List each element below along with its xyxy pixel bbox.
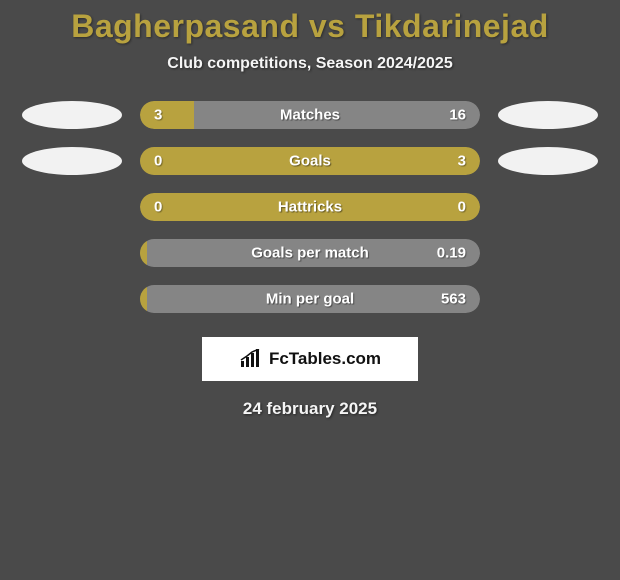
bar-left-fill xyxy=(140,101,194,129)
player-left-marker xyxy=(22,147,122,175)
right-value: 3 xyxy=(458,153,466,170)
bar-left-fill xyxy=(140,147,147,175)
player-right-marker xyxy=(498,147,598,175)
branding-text: FcTables.com xyxy=(269,349,381,369)
right-value: 16 xyxy=(449,107,466,124)
left-value: 0 xyxy=(154,153,162,170)
subtitle: Club competitions, Season 2024/2025 xyxy=(0,55,620,73)
stat-bar: 0 0 Hattricks xyxy=(140,193,480,221)
stat-bar: 0 3 Goals xyxy=(140,147,480,175)
comparison-row: 3 16 Matches xyxy=(0,101,620,129)
page-title: Bagherpasand vs Tikdarinejad xyxy=(0,8,620,45)
right-value: 563 xyxy=(441,291,466,308)
comparison-rows: 3 16 Matches 0 3 Goals 0 0 Hattricks 0.19 Goals pe… xyxy=(0,101,620,313)
stat-label: Goals xyxy=(289,153,331,170)
comparison-row: 0 3 Goals xyxy=(0,147,620,175)
stat-label: Goals per match xyxy=(251,245,369,262)
chart-icon xyxy=(239,349,263,369)
stat-label: Hattricks xyxy=(278,199,342,216)
stat-label: Matches xyxy=(280,107,340,124)
stat-bar: 0.19 Goals per match xyxy=(140,239,480,267)
stat-bar: 3 16 Matches xyxy=(140,101,480,129)
right-value: 0.19 xyxy=(437,245,466,262)
branding-box: FcTables.com xyxy=(202,337,418,381)
player-right-marker xyxy=(498,101,598,129)
comparison-infographic: Bagherpasand vs Tikdarinejad Club compet… xyxy=(0,0,620,419)
stat-bar: 563 Min per goal xyxy=(140,285,480,313)
stat-label: Min per goal xyxy=(266,291,354,308)
left-value: 3 xyxy=(154,107,162,124)
right-value: 0 xyxy=(458,199,466,216)
comparison-row: 0 0 Hattricks xyxy=(0,193,620,221)
comparison-row: 563 Min per goal xyxy=(0,285,620,313)
player-left-marker xyxy=(22,101,122,129)
left-value: 0 xyxy=(154,199,162,216)
date-text: 24 february 2025 xyxy=(0,399,620,419)
bar-left-fill xyxy=(140,285,147,313)
bar-left-fill xyxy=(140,239,147,267)
comparison-row: 0.19 Goals per match xyxy=(0,239,620,267)
